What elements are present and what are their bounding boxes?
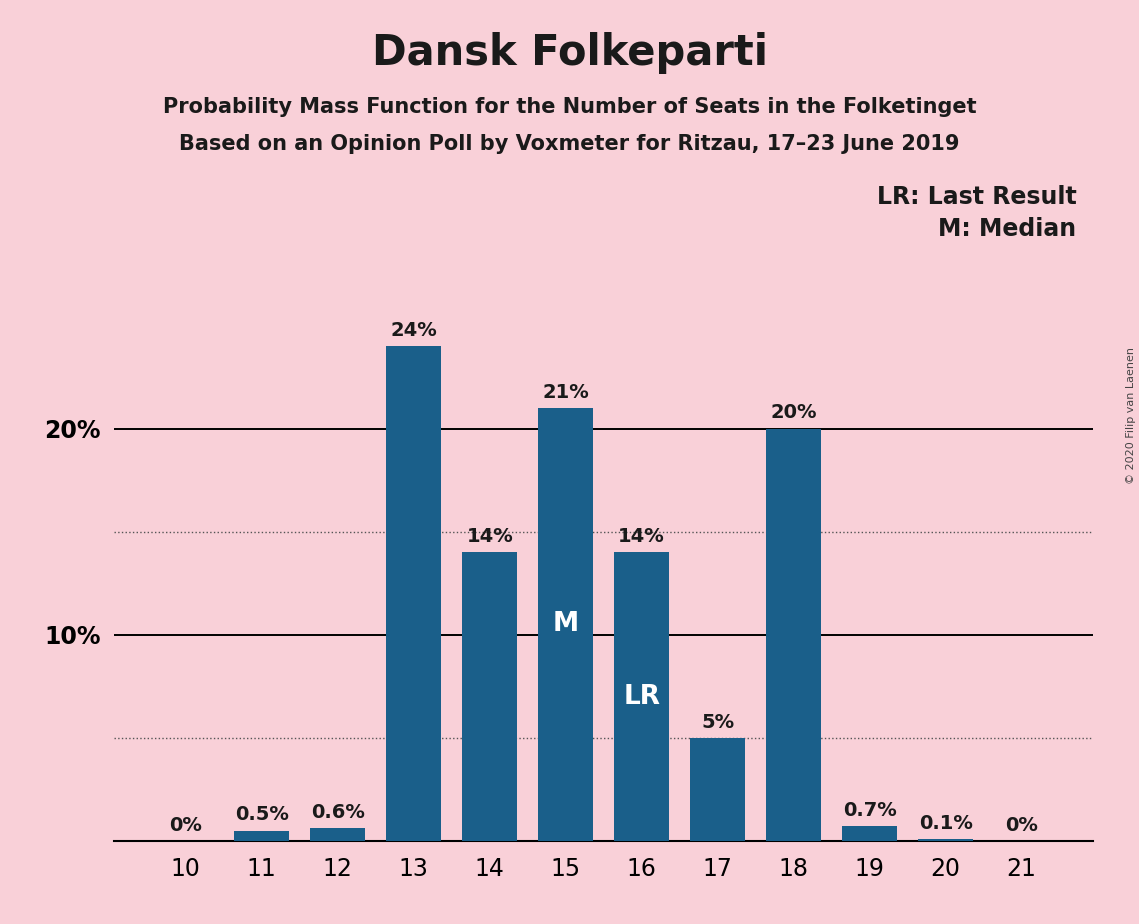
- Text: 24%: 24%: [391, 321, 437, 340]
- Text: 14%: 14%: [618, 527, 665, 546]
- Text: 14%: 14%: [466, 527, 513, 546]
- Text: Probability Mass Function for the Number of Seats in the Folketinget: Probability Mass Function for the Number…: [163, 97, 976, 117]
- Text: LR: Last Result: LR: Last Result: [877, 185, 1076, 209]
- Text: 0.5%: 0.5%: [235, 806, 288, 824]
- Bar: [767, 429, 821, 841]
- Text: 21%: 21%: [542, 383, 589, 402]
- Bar: [918, 839, 973, 841]
- Text: © 2020 Filip van Laenen: © 2020 Filip van Laenen: [1126, 347, 1136, 484]
- Bar: [462, 553, 517, 841]
- Bar: [690, 737, 745, 841]
- Text: 20%: 20%: [770, 404, 817, 422]
- Text: 5%: 5%: [702, 712, 735, 732]
- Text: 0.7%: 0.7%: [843, 801, 896, 821]
- Bar: [235, 831, 289, 841]
- Bar: [311, 829, 366, 841]
- Text: Based on an Opinion Poll by Voxmeter for Ritzau, 17–23 June 2019: Based on an Opinion Poll by Voxmeter for…: [179, 134, 960, 154]
- Text: LR: LR: [623, 684, 661, 710]
- Text: 0.1%: 0.1%: [919, 814, 973, 833]
- Text: 0%: 0%: [170, 816, 203, 834]
- Bar: [539, 408, 593, 841]
- Bar: [614, 553, 669, 841]
- Text: 0.6%: 0.6%: [311, 803, 364, 822]
- Text: M: M: [552, 612, 579, 638]
- Text: Dansk Folkeparti: Dansk Folkeparti: [371, 32, 768, 74]
- Text: 0%: 0%: [1005, 816, 1038, 834]
- Text: M: Median: M: Median: [939, 217, 1076, 241]
- Bar: [386, 346, 441, 841]
- Bar: [842, 826, 896, 841]
